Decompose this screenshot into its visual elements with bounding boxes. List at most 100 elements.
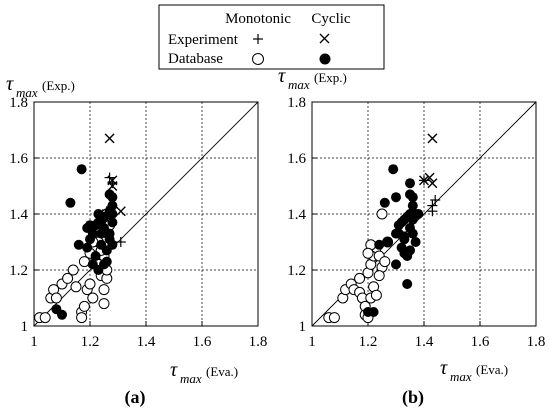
point-experiment-cyclic [419,175,429,186]
legend-box [158,4,385,70]
y-tick-label: 1.4 [9,207,28,223]
point-database-monotonic [39,312,51,324]
point-database-cyclic [107,209,118,219]
point-database-cyclic [87,259,98,270]
legend-row-database: Database [168,51,223,67]
x-axis-label-symbol: τ [440,357,448,379]
legend-col-cyclic: Cyclic [311,11,350,27]
point-database-cyclic [391,192,401,203]
point-database-monotonic [76,312,88,324]
point-experiment-cyclic [424,172,435,183]
x-tick-label: 1.6 [193,334,212,350]
y-tick-label: 1.2 [9,263,28,279]
point-database-cyclic [407,200,418,211]
point-database-monotonic [362,247,374,259]
point-database-cyclic [393,228,404,239]
x-axis-label-paren: (Eva.) [206,364,238,379]
point-database-cyclic [368,307,379,317]
x-axis-label-subscript: max [450,369,472,384]
y-axis-label-symbol: τ [6,73,14,95]
point-experiment-cyclic [107,181,118,191]
point-database-monotonic [354,272,366,284]
point-database-monotonic [62,272,74,284]
point-database-monotonic [50,292,62,304]
point-database-cyclic [93,209,104,219]
legend-open-circle [252,53,264,65]
point-database-cyclic [396,242,407,253]
point-database-monotonic [379,256,391,268]
y-tick-label: 1.8 [9,95,28,111]
point-database-cyclic [96,228,107,239]
x-tick-label: 1.6 [471,334,490,350]
x-tick-label: 1.2 [359,334,378,350]
point-database-cyclic [57,309,67,320]
x-tick-label: 1 [308,334,316,350]
point-experiment-cyclic [115,206,126,217]
y-axis-label: τ max (Exp.) [6,73,75,100]
legend-col-monotonic: Monotonic [225,11,291,27]
point-experiment-monotonic [430,195,441,205]
point-database-cyclic [107,239,118,250]
point-database-cyclic [101,256,112,267]
point-database-cyclic [407,228,418,239]
legend-filled-circle [319,53,331,65]
panel-label: (a) [125,387,146,408]
point-database-monotonic [370,289,382,301]
point-database-cyclic [76,164,87,175]
point-database-monotonic [70,281,82,293]
point-experiment-cyclic [427,133,438,144]
point-experiment-monotonic [427,206,438,217]
point-database-monotonic [98,298,110,310]
point-database-cyclic [413,209,424,219]
x-axis-label-subscript: max [180,371,202,386]
panel-label: (b) [402,387,424,408]
legend-x-marker [319,33,330,44]
x-axis-label: τ max (Eva.) [170,359,238,386]
point-database-cyclic [82,242,93,253]
y-tick-label: 1.8 [287,95,306,111]
y-axis-label-paren: (Exp.) [42,78,75,93]
point-database-cyclic [405,189,415,200]
point-database-monotonic [78,300,90,312]
y-tick-label: 1 [21,319,29,335]
point-database-cyclic [104,189,115,200]
point-database-cyclic [405,178,415,189]
point-database-cyclic [82,223,93,233]
point-database-monotonic [373,270,385,282]
point-database-cyclic [379,197,390,208]
point-database-monotonic [87,292,99,304]
y-tick-label: 1 [299,319,307,335]
x-axis-label-paren: (Eva.) [476,362,508,377]
x-tick-label: 1.8 [249,334,268,350]
panel-a: 1 1.2 1.4 1.6 1.811.21.41.61.8τ max (Exp.)τ max… [6,73,267,408]
point-database-cyclic [382,237,393,247]
point-experiment-monotonic [115,237,126,247]
point-database-monotonic [98,284,110,296]
panel-b: 1 1.2 1.4 1.6 1.811.21.41.61.8τ max (Exp.)τ max… [278,65,545,408]
point-database-monotonic [84,278,96,290]
x-axis-label-symbol: τ [170,359,178,381]
y-axis-label: τ max (Exp.) [278,65,347,92]
point-experiment-cyclic [104,133,115,144]
point-database-cyclic [402,279,413,289]
point-database-cyclic [402,251,413,261]
x-tick-label: 1.2 [81,334,100,350]
y-axis-label-subscript: max [288,77,310,92]
y-axis-label-subscript: max [16,85,38,100]
point-database-cyclic [107,200,118,211]
y-tick-label: 1.4 [287,207,306,223]
y-tick-label: 1.2 [287,263,306,279]
point-database-monotonic [376,208,388,220]
legend-row-experiment: Experiment [168,32,239,48]
point-database-cyclic [410,237,421,247]
point-database-cyclic [374,239,385,250]
point-database-monotonic [328,312,340,324]
x-tick-label: 1.4 [137,334,156,350]
y-tick-label: 1.6 [9,151,28,167]
point-experiment-cyclic [427,178,438,189]
y-axis-label-paren: (Exp.) [314,70,347,85]
point-database-cyclic [65,197,76,208]
point-database-monotonic [67,264,79,276]
